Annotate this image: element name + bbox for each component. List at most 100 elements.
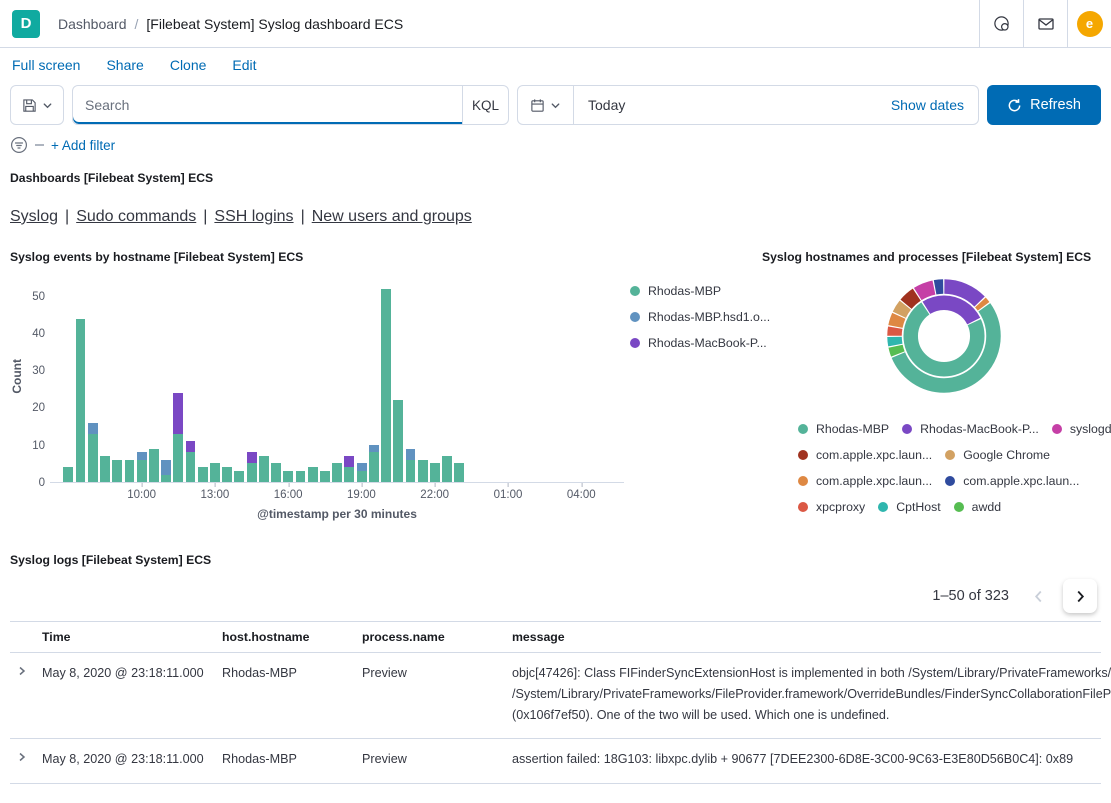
bar-segment (246, 452, 257, 464)
bar[interactable] (441, 278, 453, 482)
bar[interactable] (600, 278, 612, 482)
bar[interactable] (87, 278, 99, 482)
legend-item[interactable]: Rhodas-MBP (798, 422, 889, 436)
expand-row-button[interactable] (10, 653, 36, 738)
bar[interactable] (527, 278, 539, 482)
bar[interactable] (380, 278, 392, 482)
bar[interactable] (502, 278, 514, 482)
bar[interactable] (490, 278, 502, 482)
bar[interactable] (221, 278, 233, 482)
kql-button[interactable]: KQL (462, 86, 508, 124)
bar[interactable] (551, 278, 563, 482)
bar[interactable] (575, 278, 587, 482)
donut-segment[interactable] (903, 295, 985, 377)
bar[interactable] (417, 278, 429, 482)
bar[interactable] (258, 278, 270, 482)
legend-item[interactable]: Rhodas-MacBook-P... (630, 336, 767, 350)
bar[interactable] (404, 278, 416, 482)
legend-item[interactable]: xpcproxy (798, 500, 865, 514)
bar[interactable] (123, 278, 135, 482)
markdown-link-syslog[interactable]: Syslog (10, 208, 59, 225)
legend-item[interactable]: CptHost (878, 500, 941, 514)
bar[interactable] (319, 278, 331, 482)
bar[interactable] (563, 278, 575, 482)
legend-item[interactable]: Rhodas-MacBook-P... (902, 422, 1039, 436)
bar[interactable] (539, 278, 551, 482)
bar[interactable] (74, 278, 86, 482)
bar[interactable] (136, 278, 148, 482)
bar[interactable] (62, 278, 74, 482)
bar[interactable] (429, 278, 441, 482)
legend-item[interactable]: com.apple.xpc.laun... (798, 448, 932, 462)
bar[interactable] (148, 278, 160, 482)
user-menu-button[interactable]: e (1067, 0, 1111, 47)
edit-button[interactable]: Edit (232, 57, 257, 73)
bar[interactable] (111, 278, 123, 482)
markdown-link-ssh-logins[interactable]: SSH logins (214, 208, 294, 225)
bar[interactable] (343, 278, 355, 482)
legend-item[interactable]: Google Chrome (945, 448, 1050, 462)
search-input[interactable] (73, 86, 462, 124)
clone-button[interactable]: Clone (169, 57, 207, 73)
date-quick-menu-button[interactable] (518, 86, 574, 124)
bar[interactable] (233, 278, 245, 482)
refresh-label: Refresh (1030, 97, 1081, 113)
bar[interactable] (172, 278, 184, 482)
filter-bar: + Add filter (0, 129, 1111, 163)
bar[interactable] (294, 278, 306, 482)
full-screen-button[interactable]: Full screen (12, 57, 81, 73)
bar[interactable] (331, 278, 343, 482)
bar[interactable] (99, 278, 111, 482)
bar[interactable] (246, 278, 258, 482)
bar[interactable] (282, 278, 294, 482)
filter-menu-icon[interactable] (10, 136, 28, 154)
legend-item[interactable]: syslogd (1051, 422, 1111, 436)
legend-item[interactable]: Rhodas-MBP (630, 284, 762, 298)
x-tick-label: 16:00 (273, 483, 303, 501)
bar-segment (136, 452, 147, 460)
bar[interactable] (465, 278, 477, 482)
bar[interactable] (368, 278, 380, 482)
previous-page-button[interactable] (1023, 581, 1053, 611)
donut-segment[interactable] (903, 295, 985, 377)
table-header-row: Time host.hostname process.name message (10, 621, 1101, 653)
bar[interactable] (453, 278, 465, 482)
bar[interactable] (307, 278, 319, 482)
saved-query-menu-button[interactable] (10, 85, 64, 125)
help-button[interactable] (979, 0, 1023, 47)
add-filter-button[interactable]: + Add filter (51, 137, 116, 153)
bar[interactable] (184, 278, 196, 482)
markdown-link-sudo-commands[interactable]: Sudo commands (76, 208, 197, 225)
bar[interactable] (160, 278, 172, 482)
kibana-logo[interactable]: D (12, 9, 40, 38)
show-dates-button[interactable]: Show dates (890, 97, 964, 113)
pagination-label: 1–50 of 323 (932, 588, 1009, 604)
bar[interactable] (514, 278, 526, 482)
cell-time: May 8, 2020 @ 23:18:11.000 (42, 666, 204, 680)
dashboard-toolbar: Full screen Share Clone Edit (0, 48, 1111, 78)
bar[interactable] (478, 278, 490, 482)
breadcrumb-dashboard[interactable]: Dashboard (58, 15, 127, 32)
bar-segment (381, 289, 391, 482)
bar[interactable] (392, 278, 404, 482)
bar[interactable] (209, 278, 221, 482)
bar[interactable] (50, 278, 62, 482)
legend-item[interactable]: com.apple.xpc.laun... (945, 474, 1079, 488)
logs-panel-title: Syslog logs [Filebeat System] ECS (10, 553, 212, 567)
next-page-button[interactable] (1063, 579, 1097, 613)
bar[interactable] (197, 278, 209, 482)
bar[interactable] (612, 278, 624, 482)
bar[interactable] (355, 278, 367, 482)
refresh-button[interactable]: Refresh (987, 85, 1101, 125)
bar[interactable] (270, 278, 282, 482)
bar[interactable] (588, 278, 600, 482)
legend-item[interactable]: Rhodas-MBP.hsd1.o... (630, 310, 770, 324)
donut-segment[interactable] (887, 279, 1001, 393)
legend-item[interactable]: com.apple.xpc.laun... (798, 474, 932, 488)
date-value[interactable]: Today (588, 97, 626, 113)
share-button[interactable]: Share (106, 57, 144, 73)
newsfeed-button[interactable] (1023, 0, 1067, 47)
expand-row-button[interactable] (10, 739, 36, 782)
markdown-link-new-users-groups[interactable]: New users and groups (311, 208, 472, 225)
legend-item[interactable]: awdd (953, 500, 1001, 514)
